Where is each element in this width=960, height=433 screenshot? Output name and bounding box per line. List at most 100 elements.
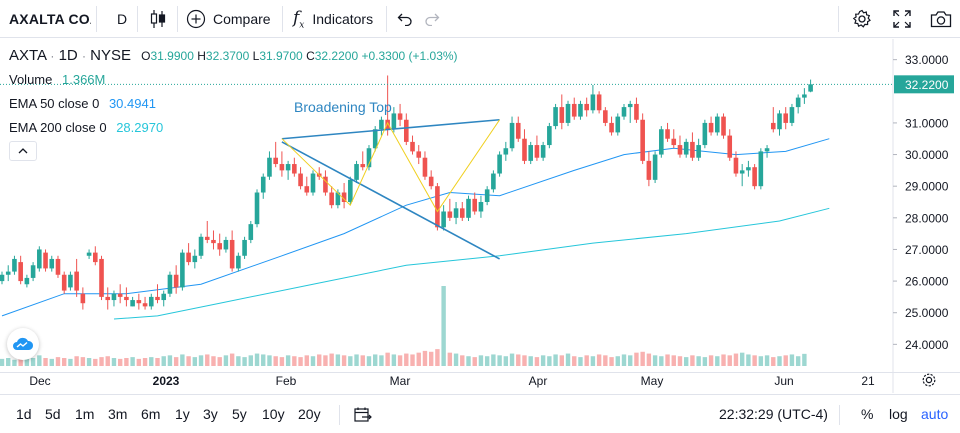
undo-button[interactable] — [396, 0, 414, 38]
volume-bar — [478, 355, 484, 366]
volume-bar — [472, 357, 477, 366]
high-label: H — [197, 49, 206, 63]
candle-body — [248, 224, 254, 240]
legend-ohlc: O31.9900 H32.3700 L31.9700 C32.2200 +0.3… — [141, 49, 457, 63]
range-5y-button[interactable]: 5y — [232, 406, 247, 422]
volume-bar — [43, 358, 48, 366]
candle-body — [167, 274, 173, 294]
candle-body — [416, 151, 422, 158]
volume-bar — [727, 355, 732, 366]
auto-scale-button[interactable]: auto — [921, 406, 949, 422]
candle-body — [466, 198, 471, 218]
bottombar-divider — [339, 405, 340, 425]
candle-body — [547, 126, 552, 146]
candle-body — [733, 157, 739, 174]
compare-button[interactable]: Compare — [186, 0, 276, 38]
ema50-legend[interactable]: EMA 50 close 0 30.4941 — [9, 96, 156, 111]
range-20y-button[interactable]: 20y — [298, 406, 321, 422]
percent-scale-button[interactable]: % — [861, 406, 874, 422]
range-6m-button[interactable]: 6m — [141, 406, 161, 422]
chart-type-button[interactable] — [148, 0, 168, 38]
candle-body — [453, 208, 459, 218]
volume-bar — [677, 356, 683, 366]
candle-body — [12, 258, 17, 272]
volume-bar — [628, 355, 633, 366]
legend-dot: · — [50, 49, 55, 63]
candle-body — [422, 157, 428, 177]
go-to-date-button[interactable] — [352, 404, 374, 426]
range-3m-button[interactable]: 3m — [108, 406, 128, 422]
volume-bar — [559, 355, 564, 366]
candle-body — [503, 148, 509, 155]
candle-body — [708, 122, 714, 133]
range-1y-button[interactable]: 1y — [175, 406, 190, 422]
volume-bar — [503, 356, 509, 366]
volume-bar — [105, 356, 110, 366]
range-1d-button[interactable]: 1d — [16, 406, 32, 422]
candle-body — [341, 192, 347, 202]
volume-bar — [18, 357, 23, 366]
volume-bar — [261, 354, 266, 366]
candle-body — [646, 160, 652, 180]
range-3y-button[interactable]: 3y — [203, 406, 218, 422]
volume-bar — [242, 357, 247, 366]
candle-body — [204, 236, 210, 240]
volume-bar — [422, 350, 428, 366]
volume-bar — [565, 353, 571, 366]
settings-button[interactable] — [851, 0, 873, 38]
volume-bar — [180, 354, 185, 366]
bottombar-divider — [839, 405, 840, 425]
high-value: 32.3700 — [205, 49, 250, 63]
interval-button[interactable]: D — [116, 11, 128, 27]
candle-body — [267, 157, 272, 177]
candle-body — [795, 97, 801, 108]
volume-bar — [746, 354, 751, 366]
log-scale-button[interactable]: log — [889, 406, 908, 422]
symbol-search-button[interactable]: AXALTA COA — [9, 11, 91, 27]
range-5d-button[interactable]: 5d — [45, 406, 61, 422]
volume-bar — [621, 354, 627, 366]
snapshot-button[interactable] — [929, 0, 953, 38]
candle-body — [472, 198, 478, 212]
candle-body — [285, 164, 291, 171]
candle-body — [5, 271, 11, 275]
volume-bar — [155, 358, 160, 366]
candle-body — [690, 141, 695, 158]
low-value: 31.9700 — [259, 49, 303, 63]
indicators-button[interactable]: fx Indicators — [293, 0, 385, 38]
time-axis-label: Dec — [29, 374, 50, 388]
range-1m-button[interactable]: 1m — [75, 406, 95, 422]
candle-body — [329, 192, 334, 206]
volume-bar — [30, 358, 36, 366]
candle-body — [702, 122, 708, 146]
volume-bar — [466, 356, 471, 366]
volume-bar — [205, 354, 210, 366]
redo-button[interactable] — [423, 0, 441, 38]
volume-bar — [758, 356, 764, 366]
candle-body — [223, 239, 229, 250]
collapse-legend-button[interactable] — [9, 141, 37, 161]
range-10y-button[interactable]: 10y — [262, 406, 285, 422]
volume-bar — [6, 358, 11, 366]
candle-body — [105, 296, 111, 301]
volume-bar — [310, 356, 316, 366]
undo-icon — [397, 13, 412, 26]
price-axis-label: 33.0000 — [905, 53, 949, 67]
price-axis-label: 28.0000 — [905, 211, 949, 225]
fullscreen-button[interactable] — [891, 0, 913, 38]
ema200-legend[interactable]: EMA 200 close 0 28.2970 — [9, 120, 163, 135]
redo-icon — [425, 13, 440, 26]
timezone-clock[interactable]: 22:32:29 (UTC-4) — [719, 406, 828, 422]
candle-body — [565, 103, 571, 123]
volume-bar — [217, 357, 222, 366]
tradingview-logo[interactable] — [7, 328, 39, 360]
candle-body — [354, 164, 359, 180]
legend-dot: · — [81, 49, 86, 63]
chart-area[interactable]: Broadening Top 33.0000 31.0000 30.0000 29.0… — [0, 39, 960, 393]
candle-body — [186, 252, 191, 263]
volume-bar — [578, 357, 583, 366]
price-chart[interactable]: Broadening Top 33.0000 31.0000 30.0000 29.0… — [0, 39, 960, 393]
axis-settings-gear-icon[interactable] — [922, 373, 936, 387]
candle-body — [397, 113, 403, 120]
volume-legend[interactable]: Volume 1.366M — [9, 72, 105, 87]
